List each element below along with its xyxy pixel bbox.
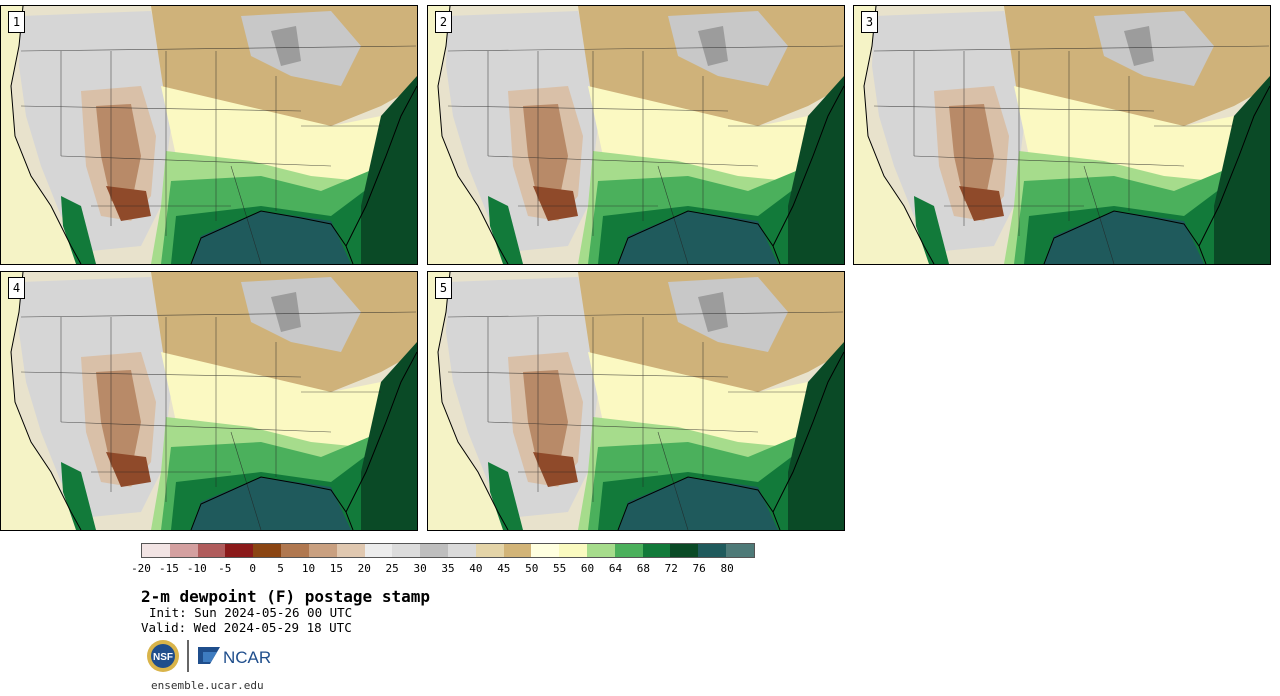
colorbar-tick-label: 25	[385, 562, 399, 575]
colorbar-ticks: -20 -15 -10 -5 0 5 10 15 20 25 30 35 40 45 50 55 60 64 68 7…	[131, 562, 781, 578]
colorbar-tick-label: 5	[277, 562, 284, 575]
colorbar-cell	[503, 544, 532, 557]
colorbar-tick-label: 60	[580, 562, 595, 575]
dewpoint-map	[854, 6, 1270, 264]
colorbar-cell	[614, 544, 643, 557]
colorbar-tick-label: 30	[413, 562, 427, 575]
init-time: Init: Sun 2024-05-26 00 UTC	[149, 605, 353, 620]
colorbar	[141, 543, 755, 558]
colorbar-cell	[392, 544, 421, 557]
colorbar-tick-label: 35	[441, 562, 455, 575]
colorbar-cell	[698, 544, 727, 557]
colorbar-cell	[587, 544, 615, 557]
colorbar-cell	[670, 544, 699, 557]
colorbar-tick-label: 15	[329, 562, 343, 575]
ensemble-panel-2[interactable]: 2	[427, 5, 845, 265]
colorbar-tick-label: 72	[664, 562, 678, 575]
colorbar-tick-label: 80	[720, 562, 734, 575]
colorbar-cell	[726, 544, 754, 557]
colorbar-cell	[559, 544, 587, 557]
colorbar-cell	[364, 544, 393, 557]
colorbar-cell	[253, 544, 282, 557]
colorbar-cell	[447, 544, 476, 557]
logos: NSF NCAR	[145, 637, 275, 675]
dewpoint-map	[428, 272, 844, 530]
colorbar-cell	[281, 544, 309, 557]
colorbar-tick-label: 55	[553, 562, 567, 575]
panel-number-label: 3	[861, 11, 878, 33]
panel-number-label: 1	[8, 11, 25, 33]
colorbar-tick-label: 0	[249, 562, 256, 575]
colorbar-tick-label: -20	[131, 562, 151, 575]
footer-url: ensemble.ucar.edu	[151, 679, 264, 692]
colorbar-cell	[308, 544, 337, 557]
colorbar-cell	[169, 544, 198, 557]
colorbar-tick-label: 64	[608, 562, 623, 575]
ensemble-panel-5[interactable]: 5	[427, 271, 845, 531]
colorbar-tick-label: 76	[692, 562, 706, 575]
ncar-logo-text: NCAR	[223, 648, 271, 667]
colorbar-cell	[197, 544, 226, 557]
colorbar-tick-label: 10	[301, 562, 316, 575]
nsf-logo-text: NSF	[153, 652, 173, 663]
dewpoint-map	[1, 272, 417, 530]
dewpoint-map	[1, 6, 417, 264]
colorbar-tick-label: -15	[158, 562, 179, 575]
colorbar-cell	[336, 544, 365, 557]
panel-number-label: 5	[435, 277, 452, 299]
colorbar-cell	[475, 544, 504, 557]
colorbar-cell	[642, 544, 671, 557]
valid-time: Valid: Wed 2024-05-29 18 UTC	[141, 620, 352, 635]
page-title: 2-m dewpoint (F) postage stamp	[141, 587, 430, 606]
colorbar-tick-label: 45	[497, 562, 511, 575]
ensemble-panel-3[interactable]: 3	[853, 5, 1271, 265]
colorbar-cell	[225, 544, 254, 557]
colorbar-tick-label: -10	[186, 562, 207, 575]
colorbar-tick-label: 40	[469, 562, 483, 575]
colorbar-tick-label: 20	[357, 562, 371, 575]
colorbar-cell	[420, 544, 448, 557]
colorbar-cell	[142, 544, 170, 557]
colorbar-tick-label: -5	[218, 562, 232, 575]
panel-number-label: 2	[435, 11, 452, 33]
panel-number-label: 4	[8, 277, 25, 299]
ncar-logo-icon: NCAR	[198, 647, 271, 667]
colorbar-tick-label: 50	[525, 562, 539, 575]
ensemble-panel-1[interactable]: 1	[0, 5, 418, 265]
ensemble-panel-4[interactable]: 4	[0, 271, 418, 531]
colorbar-cell	[531, 544, 560, 557]
colorbar-tick-label: 68	[636, 562, 650, 575]
nsf-logo-icon: NSF	[147, 640, 179, 672]
dewpoint-map	[428, 6, 844, 264]
